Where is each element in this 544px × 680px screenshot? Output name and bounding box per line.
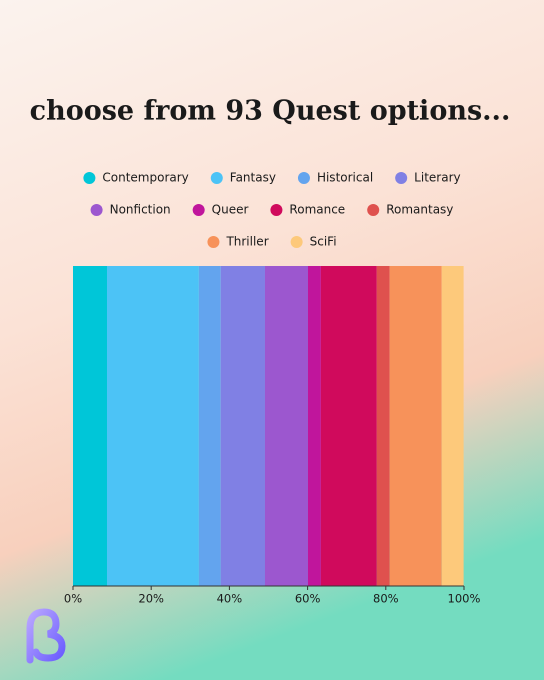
bar-segment	[307, 266, 321, 586]
legend-marker	[207, 236, 220, 248]
bar-segment	[376, 266, 390, 586]
bar-segment	[73, 266, 108, 586]
bar-segment	[198, 266, 221, 586]
x-tick-label: 80%	[373, 592, 399, 606]
legend-marker	[90, 204, 103, 216]
chart-title: choose from 93 Quest options...	[30, 96, 511, 127]
bar-segment	[107, 266, 199, 586]
legend-label: SciFi	[310, 235, 337, 249]
bar-segment	[264, 266, 308, 586]
bar-segment	[320, 266, 377, 586]
bar-segment	[389, 266, 442, 586]
x-tick-label: 40%	[217, 592, 243, 606]
legend-marker	[270, 204, 283, 216]
legend-label: Contemporary	[102, 171, 188, 185]
logo	[26, 608, 66, 664]
logo-mark	[26, 608, 66, 664]
legend-label: Romantasy	[386, 203, 453, 217]
legend-marker	[367, 204, 380, 216]
legend-marker	[192, 204, 205, 216]
legend-marker	[83, 172, 96, 184]
legend-label: Historical	[317, 171, 373, 185]
legend-label: Literary	[414, 171, 460, 185]
x-tick-label: 20%	[138, 592, 164, 606]
legend-label: Thriller	[225, 235, 268, 249]
legend-marker	[297, 172, 310, 184]
x-tick-label: 0%	[64, 592, 82, 606]
bar-segment	[441, 266, 464, 586]
legend-marker	[395, 172, 408, 184]
legend-label: Fantasy	[230, 171, 276, 185]
legend-label: Nonfiction	[110, 203, 171, 217]
legend-label: Queer	[212, 203, 249, 217]
legend-marker	[290, 236, 303, 248]
bar-segment	[220, 266, 265, 586]
legend-marker	[210, 172, 223, 184]
legend-label: Romance	[289, 203, 345, 217]
x-tick-label: 100%	[448, 592, 481, 606]
x-tick-label: 60%	[295, 592, 321, 606]
